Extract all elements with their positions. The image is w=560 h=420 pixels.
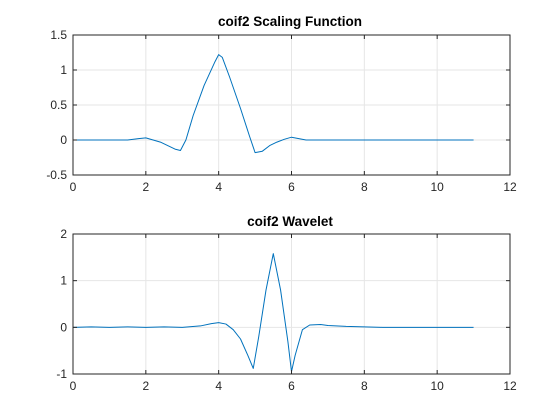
wavelet-y-tick-label: 1: [60, 274, 67, 288]
scaling-function-plot: coif2 Scaling Function 0 2 4 6 8 10 12-0.500.5…: [46, 14, 517, 194]
wavelet-title: coif2 Wavelet: [247, 214, 333, 229]
scaling-x-tick-label: 12: [503, 180, 517, 194]
wavelet-series-line: [72, 253, 474, 373]
wavelet-x-tick-label: 10: [430, 379, 444, 393]
wavelet-x-tick-label: 2: [142, 379, 149, 393]
scaling-y-tick-label: 0.5: [50, 98, 67, 112]
wavelet-x-tick-label: 8: [361, 379, 368, 393]
scaling-y-tick-label: 0: [60, 133, 67, 147]
scaling-y-tick-label: 1.5: [50, 28, 67, 42]
wavelet-x-tick-label: 0: [70, 379, 77, 393]
scaling-x-tick-label: 8: [361, 180, 368, 194]
wavelet-y-tick-label: 2: [60, 227, 67, 241]
scaling-x-tick-label: 0: [70, 180, 77, 194]
wavelet-x-tick-label: 6: [288, 379, 295, 393]
scaling-y-tick-label: -0.5: [46, 168, 67, 182]
scaling-series-line: [73, 54, 474, 154]
scaling-x-tick-label: 6: [288, 180, 295, 194]
wavelet-x-tick-label: 4: [215, 379, 222, 393]
scaling-function-title: coif2 Scaling Function: [218, 14, 362, 29]
scaling-x-tick-label: 4: [215, 180, 222, 194]
wavelet-x-tick-label: 12: [503, 379, 517, 393]
scaling-y-tick-label: 1: [60, 63, 67, 77]
scaling-x-tick-label: 2: [142, 180, 149, 194]
wavelet-y-tick-label: -1: [56, 367, 67, 381]
scaling-x-tick-label: 10: [430, 180, 444, 194]
wavelet-y-tick-label: 0: [60, 320, 67, 334]
